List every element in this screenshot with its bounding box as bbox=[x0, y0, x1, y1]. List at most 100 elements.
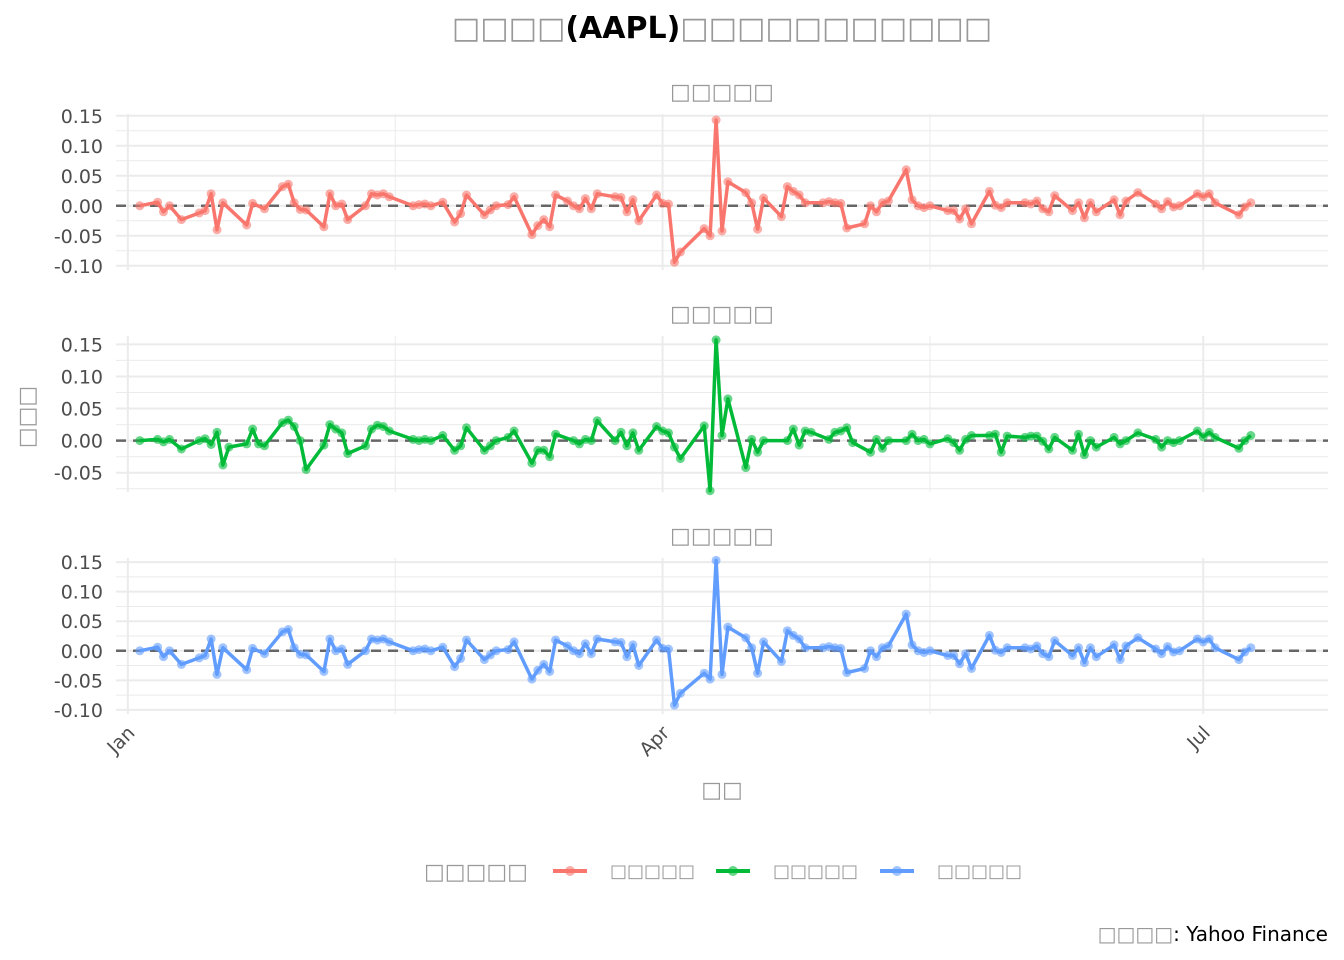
data-point bbox=[242, 665, 252, 675]
data-point bbox=[652, 635, 662, 645]
data-point bbox=[426, 201, 436, 211]
data-point bbox=[509, 637, 519, 647]
data-point bbox=[860, 664, 870, 673]
data-point bbox=[664, 428, 673, 438]
data-point bbox=[1157, 649, 1167, 659]
data-point bbox=[616, 192, 626, 202]
y-tick-label: 0.00 bbox=[61, 196, 103, 218]
data-point bbox=[759, 637, 769, 647]
data-point bbox=[907, 640, 917, 650]
legend-key-point-1 bbox=[565, 866, 575, 876]
data-point bbox=[384, 192, 394, 202]
data-point bbox=[1163, 197, 1173, 207]
data-point bbox=[955, 214, 965, 224]
data-point bbox=[1151, 434, 1161, 444]
data-point bbox=[248, 643, 258, 653]
data-point bbox=[337, 428, 347, 438]
data-point bbox=[652, 190, 662, 200]
data-point bbox=[462, 423, 471, 433]
data-point bbox=[1074, 429, 1083, 439]
data-point bbox=[319, 667, 329, 676]
data-point bbox=[925, 646, 935, 656]
series-line-3 bbox=[139, 558, 1252, 707]
data-point bbox=[283, 179, 293, 189]
data-point bbox=[610, 436, 620, 446]
data-point bbox=[260, 441, 269, 451]
data-point bbox=[616, 638, 626, 647]
chart-title: □□□□(AAPL)□□□□□□□□□□□ bbox=[452, 11, 992, 46]
data-point bbox=[1032, 431, 1042, 441]
y-axis-title: □□□ bbox=[15, 386, 40, 448]
data-point bbox=[509, 192, 519, 202]
data-point bbox=[1204, 189, 1214, 199]
legend-item-1: □□□□□ bbox=[553, 861, 695, 882]
data-point bbox=[705, 674, 715, 684]
data-point bbox=[545, 222, 555, 232]
data-point bbox=[1068, 651, 1077, 660]
data-point bbox=[1085, 198, 1095, 208]
data-point bbox=[1246, 431, 1256, 440]
data-point bbox=[1109, 432, 1119, 442]
data-point bbox=[1002, 198, 1012, 208]
data-point bbox=[545, 667, 555, 676]
data-point bbox=[925, 439, 935, 449]
data-point bbox=[527, 230, 537, 240]
x-tick-label: Jul bbox=[1182, 722, 1214, 754]
data-point bbox=[218, 643, 228, 653]
data-point bbox=[670, 700, 679, 710]
data-point bbox=[699, 421, 709, 431]
data-point bbox=[1050, 191, 1060, 201]
data-point bbox=[967, 664, 976, 673]
data-point bbox=[361, 441, 370, 451]
x-tick-label: Apr bbox=[635, 722, 674, 761]
data-point bbox=[955, 445, 965, 455]
data-point bbox=[135, 436, 145, 446]
data-point bbox=[1044, 652, 1054, 662]
data-point bbox=[675, 247, 685, 257]
data-point bbox=[759, 193, 769, 203]
panel-1: 0.15 0.10 0.05 0.00 -0.05 -0.10 bbox=[54, 106, 1328, 278]
data-point bbox=[503, 432, 513, 442]
data-point bbox=[343, 449, 353, 458]
data-point bbox=[533, 665, 543, 675]
data-point bbox=[450, 662, 460, 672]
data-point bbox=[1133, 428, 1143, 438]
data-point bbox=[670, 257, 679, 267]
legend-item-3: □□□□□ bbox=[880, 861, 1022, 882]
data-point bbox=[711, 335, 721, 345]
data-point bbox=[723, 622, 733, 632]
data-point bbox=[794, 634, 804, 644]
data-point bbox=[877, 443, 887, 453]
data-point bbox=[503, 200, 513, 210]
data-point bbox=[1204, 634, 1214, 644]
data-point bbox=[491, 201, 501, 211]
data-point bbox=[723, 394, 733, 404]
data-point bbox=[872, 652, 881, 662]
data-point bbox=[586, 649, 596, 659]
data-point bbox=[711, 115, 721, 125]
y-tick-label: -0.10 bbox=[54, 700, 103, 722]
data-point bbox=[135, 646, 145, 656]
data-point bbox=[753, 447, 763, 457]
data-point bbox=[592, 634, 602, 644]
data-point bbox=[563, 196, 572, 206]
data-point bbox=[1044, 207, 1054, 217]
data-point bbox=[1050, 432, 1060, 442]
data-point bbox=[485, 441, 495, 451]
data-point bbox=[996, 203, 1006, 213]
data-point bbox=[866, 201, 875, 211]
data-point bbox=[1091, 442, 1101, 452]
data-point bbox=[1032, 196, 1042, 206]
data-point bbox=[1074, 643, 1083, 653]
data-point bbox=[551, 429, 561, 439]
data-point bbox=[782, 436, 792, 446]
data-point bbox=[580, 639, 590, 649]
data-point bbox=[634, 445, 644, 455]
data-point bbox=[800, 643, 810, 653]
data-point bbox=[242, 220, 252, 230]
data-point bbox=[628, 428, 638, 438]
data-point bbox=[218, 460, 228, 470]
data-point bbox=[622, 207, 632, 217]
